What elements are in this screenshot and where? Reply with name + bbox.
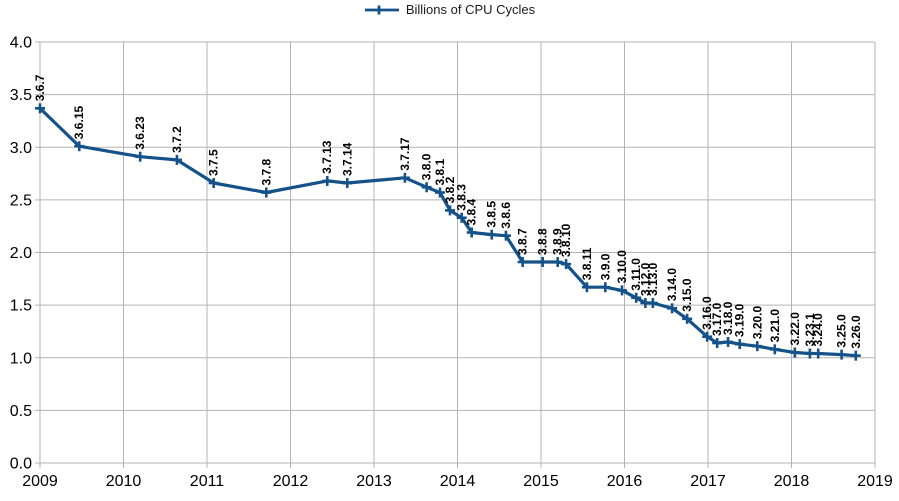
x-axis-tick-label: 2017	[690, 473, 726, 490]
x-axis-tick-label: 2019	[857, 473, 893, 490]
data-point-label: 3.7.5	[207, 149, 221, 176]
data-point-label: 3.8.5	[485, 201, 499, 228]
x-axis-tick-label: 2010	[106, 473, 142, 490]
data-point-label: 3.14.0	[665, 268, 679, 302]
y-axis-tick-label: 4.0	[10, 35, 32, 52]
data-point-label: 3.8.11	[580, 247, 594, 280]
data-point-label: 3.16.0	[700, 296, 714, 330]
data-point-label: 3.7.8	[259, 158, 273, 185]
data-point-label: 3.13.0	[646, 262, 660, 296]
data-point-label: 3.8.1	[433, 158, 447, 185]
y-axis-tick-label: 2.0	[10, 245, 32, 262]
y-axis-tick-label: 3.5	[10, 87, 32, 104]
data-point-label: 3.8.2	[443, 176, 457, 203]
data-point-label: 3.8.6	[499, 202, 513, 229]
data-point-label: 3.9.0	[598, 253, 612, 280]
x-axis-tick-label: 2015	[523, 473, 559, 490]
data-point-label: 3.8.0	[420, 153, 434, 180]
y-axis-tick-label: 3.0	[10, 140, 32, 157]
x-axis-tick-label: 2014	[440, 473, 476, 490]
data-point-label: 3.10.0	[615, 250, 629, 284]
data-point-label: 3.7.2	[170, 126, 184, 153]
data-point-label: 3.26.0	[849, 315, 863, 349]
data-point-label: 3.11.0	[629, 258, 643, 291]
data-point-label: 3.7.14	[340, 142, 354, 176]
data-point-label: 3.21.0	[768, 309, 782, 343]
data-point-label: 3.7.17	[398, 137, 412, 171]
x-axis-tick-label: 2013	[356, 473, 392, 490]
x-axis-tick-label: 2009	[22, 473, 58, 490]
data-point-label: 3.22.0	[788, 312, 802, 346]
data-point-label: 3.25.0	[835, 314, 849, 348]
data-point-label: 3.8.8	[536, 228, 550, 255]
y-axis-tick-label: 0.0	[10, 456, 32, 473]
legend-label: Billions of CPU Cycles	[405, 2, 536, 17]
data-point-label: 3.6.7	[33, 74, 47, 101]
data-point-label: 3.24.0	[811, 313, 825, 347]
data-point-label: 3.17.0	[710, 302, 724, 336]
data-point-label: 3.15.0	[680, 278, 694, 312]
x-axis-tick-label: 2018	[774, 473, 810, 490]
y-axis-tick-label: 2.5	[10, 192, 32, 209]
data-point-label: 3.18.0	[721, 301, 735, 335]
data-point-label: 3.7.13	[320, 140, 334, 174]
data-point-label: 3.8.3	[455, 184, 469, 211]
data-point-label: 3.20.0	[750, 305, 764, 339]
legend: Billions of CPU Cycles	[0, 2, 899, 17]
data-point-label: 3.19.0	[733, 303, 747, 337]
data-point-label: 3.8.10	[559, 223, 573, 257]
y-axis-tick-label: 0.5	[10, 403, 32, 420]
data-point-label: 3.6.23	[133, 116, 147, 150]
data-point-label: 3.23.1	[803, 313, 817, 347]
y-axis-tick-label: 1.5	[10, 298, 32, 315]
data-point-label: 3.8.7	[516, 228, 530, 255]
data-point-label: 3.8.4	[465, 198, 479, 225]
data-point-label: 3.6.15	[72, 106, 86, 140]
data-point-label: 3.8.9	[551, 228, 565, 255]
x-axis-tick-label: 2011	[190, 473, 225, 490]
x-axis-tick-label: 2012	[273, 473, 309, 490]
x-axis-tick-label: 2016	[607, 473, 643, 490]
legend-line-marker-icon	[364, 5, 399, 14]
data-point-label: 3.12.0	[638, 262, 652, 296]
y-axis-tick-label: 1.0	[10, 350, 32, 367]
